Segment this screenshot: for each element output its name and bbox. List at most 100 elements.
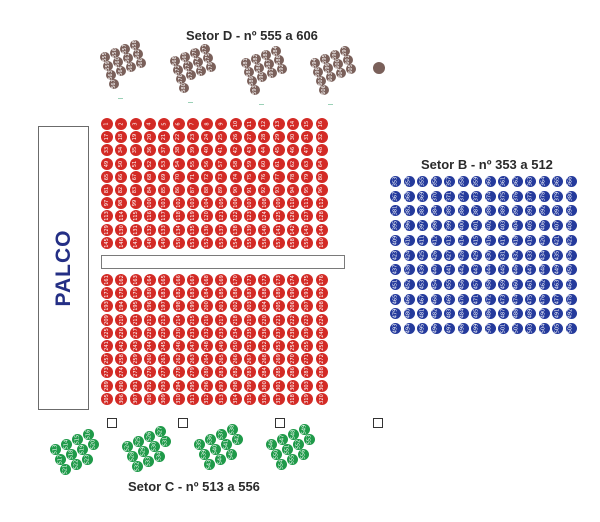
seat[interactable]: 450 [565,264,577,276]
seat[interactable]: 246 [172,340,185,352]
seat[interactable]: 356 [430,176,442,187]
seat[interactable]: 50 [115,157,128,170]
seat[interactable]: 93 [272,184,285,196]
seat[interactable]: 523 [82,454,93,465]
seat[interactable]: 498 [457,323,469,334]
seat[interactable]: 503 [525,323,536,334]
seat[interactable]: 475 [525,293,536,305]
seat[interactable]: 483 [444,308,455,320]
seat[interactable]: 370 [430,190,442,202]
seat[interactable]: 355 [417,176,428,187]
seat[interactable]: 264 [201,353,214,366]
seat[interactable]: 297 [215,379,228,392]
seat[interactable]: 48 [315,144,328,157]
seat[interactable]: 137 [215,223,228,236]
seat[interactable]: 25 [215,131,228,144]
seat[interactable]: 460 [511,278,523,290]
seat[interactable]: 596 [330,50,340,60]
seat[interactable]: 295 [186,379,199,392]
seat[interactable]: 428 [457,249,469,261]
seat[interactable]: 199 [186,300,199,313]
seat[interactable]: 250 [229,340,242,352]
seat[interactable]: 292 [143,379,156,392]
seat[interactable]: 476 [538,293,550,305]
seat[interactable]: 53 [158,157,171,170]
seat[interactable]: 293 [158,379,171,392]
seat[interactable]: 519 [77,444,88,455]
seat[interactable]: 16 [315,118,328,130]
seat[interactable]: 196 [143,300,156,313]
seat[interactable]: 551 [282,444,293,455]
seat[interactable]: 107 [244,197,256,210]
seat[interactable]: 200 [201,300,214,313]
seat[interactable]: 288 [315,366,328,379]
seat[interactable]: 366 [565,176,577,187]
seat[interactable]: 477 [552,293,563,305]
seat[interactable]: 303 [301,379,314,392]
seat[interactable]: 576 [176,74,186,84]
seat[interactable]: 290 [115,379,128,392]
seat[interactable]: 499 [471,323,482,334]
seat[interactable]: 448 [538,264,550,276]
seat[interactable]: 27 [244,131,256,144]
seat[interactable]: 105 [215,197,228,210]
seat[interactable]: 469 [444,293,455,305]
seat[interactable]: 515 [72,434,83,445]
seat[interactable]: 59 [244,157,256,170]
seat[interactable]: 569 [180,52,190,62]
seat[interactable]: 393 [552,205,563,217]
seat[interactable]: 558 [130,40,140,50]
seat[interactable]: 146 [115,236,128,249]
seat[interactable]: 184 [201,287,214,300]
seat[interactable]: 224 [315,313,328,326]
seat[interactable]: 113 [101,210,113,223]
seat[interactable]: 526 [144,431,155,442]
seat[interactable]: 466 [403,293,415,305]
seat[interactable]: 210 [115,313,128,326]
seat[interactable]: 1 [101,118,113,130]
seat[interactable]: 400 [457,220,469,232]
seat[interactable]: 139 [244,223,256,236]
seat[interactable]: 542 [232,434,243,445]
seat[interactable]: 238 [286,326,299,339]
seat[interactable]: 252 [258,340,271,352]
seat[interactable]: 214 [172,313,185,326]
seat[interactable]: 413 [444,234,455,246]
seat[interactable]: 583 [261,50,271,60]
seat[interactable]: 416 [484,234,496,246]
seat[interactable]: 17 [101,131,113,144]
seat[interactable]: 463 [552,278,563,290]
seat[interactable]: 315 [244,392,256,405]
seat[interactable]: 90 [229,184,242,196]
seat[interactable]: 277 [158,366,171,379]
seat[interactable]: 541 [221,439,232,450]
seat[interactable]: 211 [129,313,142,326]
seat[interactable]: 360 [484,176,496,187]
seat[interactable]: 314 [229,392,242,405]
seat[interactable]: 436 [565,249,577,261]
seat[interactable]: 471 [471,293,482,305]
seat[interactable]: 602 [316,76,326,86]
seat[interactable]: 395 [390,220,401,232]
seat[interactable]: 14 [286,118,299,130]
seat[interactable]: 319 [301,392,314,405]
seat[interactable]: 521 [60,464,71,475]
seat[interactable]: 600 [333,59,343,69]
seat[interactable]: 385 [444,205,455,217]
seat[interactable]: 186 [229,287,242,300]
seat[interactable]: 560 [113,57,123,67]
seat[interactable]: 60 [258,157,271,170]
seat[interactable]: 142 [286,223,299,236]
seat[interactable]: 119 [186,210,199,223]
seat[interactable]: 361 [498,176,509,187]
seat[interactable]: 307 [129,392,142,405]
seat[interactable]: 514 [61,439,72,450]
seat[interactable]: 234 [229,326,242,339]
seat[interactable]: 467 [417,293,428,305]
seat[interactable]: 495 [417,323,428,334]
seat[interactable]: 407 [552,220,563,232]
seat[interactable]: 32 [315,131,328,144]
seat[interactable]: 425 [417,249,428,261]
seat[interactable]: 91 [244,184,256,196]
seat[interactable]: 127 [301,210,314,223]
